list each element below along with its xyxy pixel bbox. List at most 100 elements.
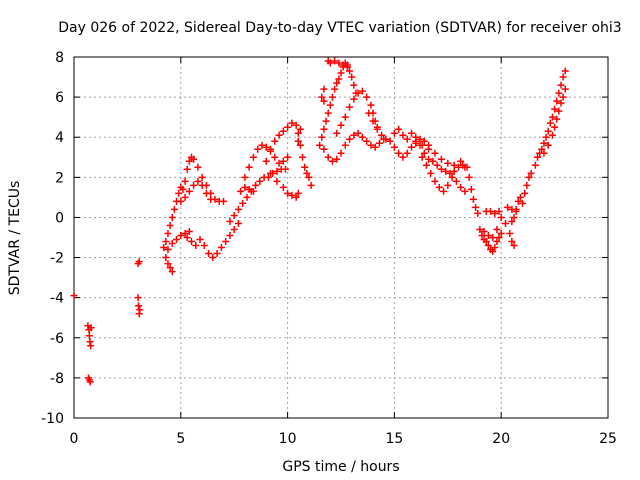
data-point: [271, 153, 279, 161]
data-point: [166, 221, 174, 229]
y-tick-label: 4: [55, 130, 64, 146]
data-point: [190, 155, 198, 163]
data-point: [346, 67, 354, 75]
data-point: [544, 127, 552, 135]
data-point: [87, 342, 95, 350]
series-evening-flat: [482, 203, 520, 250]
data-point: [501, 219, 509, 227]
data-point: [444, 159, 452, 167]
data-point: [557, 81, 565, 89]
data-point: [87, 324, 95, 332]
series-rise-a: [160, 183, 187, 252]
data-point: [358, 87, 366, 95]
data-point: [476, 225, 484, 233]
x-tick-labels: 0 5 10 15 20 25: [70, 431, 617, 447]
data-point: [341, 141, 349, 149]
data-point: [497, 213, 505, 221]
data-point: [516, 193, 524, 201]
data-point: [546, 119, 554, 127]
data-point: [557, 99, 565, 107]
data-point: [273, 177, 281, 185]
data-point: [395, 149, 403, 157]
data-point: [472, 203, 480, 211]
data-point: [217, 244, 225, 252]
data-point: [279, 183, 287, 191]
data-point: [254, 145, 262, 153]
data-point: [170, 205, 178, 213]
data-point: [273, 167, 281, 175]
series-dip-10: [267, 169, 315, 201]
data-point: [491, 209, 499, 217]
data-point: [527, 169, 535, 177]
data-point: [209, 254, 217, 262]
data-point: [326, 101, 334, 109]
data-point: [484, 231, 492, 239]
y-tick-label: -2: [50, 251, 64, 267]
data-point: [431, 177, 439, 185]
data-point: [465, 173, 473, 181]
data-point: [284, 153, 292, 161]
data-point: [337, 149, 345, 157]
data-point: [335, 59, 343, 67]
data-point: [160, 244, 168, 252]
series-evening-dip: [476, 225, 505, 256]
data-point: [422, 161, 430, 169]
data-point: [553, 115, 561, 123]
plot-frame: [73, 56, 609, 419]
data-point: [318, 133, 326, 141]
data-point: [399, 131, 407, 139]
data-point: [548, 113, 556, 121]
series-trough: [183, 219, 242, 262]
data-point: [200, 242, 208, 250]
data-point: [168, 240, 176, 248]
data-point: [555, 89, 563, 97]
data-point: [346, 135, 354, 143]
series-afternoon-c: [418, 153, 469, 195]
data-point: [326, 59, 334, 67]
data-point: [168, 268, 176, 276]
data-point: [407, 143, 415, 151]
data-point: [363, 137, 371, 145]
x-tick-label: 10: [279, 431, 297, 447]
data-point: [333, 155, 341, 163]
data-point: [506, 229, 514, 237]
x-tick-label: 25: [599, 431, 617, 447]
data-point: [198, 173, 206, 181]
y-tick-label: 6: [55, 90, 64, 106]
data-point: [395, 125, 403, 133]
x-tick-label: 5: [176, 431, 185, 447]
data-point: [230, 225, 238, 233]
data-point: [534, 153, 542, 161]
data-point: [390, 129, 398, 137]
data-point: [375, 139, 383, 147]
data-point: [510, 213, 518, 221]
data-point: [461, 163, 469, 171]
data-point: [320, 85, 328, 93]
data-point: [467, 185, 475, 193]
data-point: [489, 234, 497, 241]
data-point: [239, 199, 247, 207]
data-point: [519, 199, 527, 207]
data-point: [134, 294, 142, 302]
x-tick-label: 0: [70, 431, 79, 447]
data-point: [245, 163, 253, 171]
data-point: [461, 187, 469, 195]
data-point: [249, 153, 257, 161]
data-point: [339, 61, 347, 69]
data-point: [241, 173, 249, 181]
data-point: [512, 205, 520, 213]
data-point: [538, 145, 546, 153]
data-point: [320, 145, 328, 153]
data-point: [337, 121, 345, 129]
data-point: [454, 163, 462, 171]
data-point: [350, 131, 358, 139]
data-point: [508, 238, 516, 246]
series-rise-b: [162, 227, 193, 276]
data-point: [482, 238, 490, 246]
data-point: [531, 161, 539, 169]
data-point: [177, 197, 185, 205]
grid: [74, 57, 608, 418]
data-point: [386, 137, 394, 145]
data-point: [135, 258, 143, 266]
data-point: [262, 157, 270, 165]
